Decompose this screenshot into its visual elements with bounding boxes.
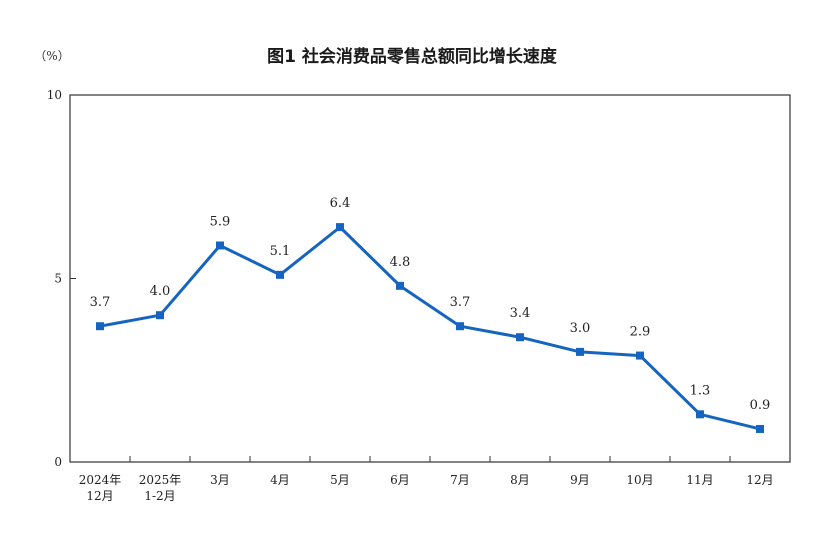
data-point: [756, 424, 764, 433]
data-label: 3.4: [510, 306, 531, 321]
data-label: 1.3: [690, 383, 711, 398]
data-label: 5.1: [270, 244, 291, 259]
data-point: [456, 322, 464, 331]
data-label: 6.4: [330, 196, 351, 211]
data-point: [96, 322, 104, 331]
x-tick-label: 7月: [450, 473, 470, 487]
data-point: [576, 347, 584, 356]
x-tick-label: 12月: [86, 489, 113, 503]
data-label: 2.9: [630, 325, 651, 340]
series-markers: [96, 223, 764, 433]
y-tick-label: 0: [54, 455, 62, 469]
x-tick-label: 9月: [570, 473, 590, 487]
data-label: 4.8: [390, 255, 411, 270]
x-tick-label: 8月: [510, 473, 530, 487]
data-label: 5.9: [210, 214, 231, 229]
data-point: [336, 223, 344, 232]
y-axis-unit: （%）: [34, 49, 69, 63]
data-labels: 3.7 4.0 5.9 5.1 6.4 4.8 3.7 3.4 3.0 2.9 1.3 0.9: [90, 196, 771, 413]
chart-title: 图1 社会消费品零售总额同比增长速度: [267, 46, 558, 67]
y-axis: 0 5 10: [47, 88, 76, 469]
x-tick-label: 1-2月: [144, 489, 175, 503]
x-tick-label: 10月: [626, 473, 653, 487]
x-axis: 2024年 12月 2025年 1-2月 3月 4月 5月 6月 7月 8月 9月 10月 11月 12月: [79, 456, 774, 503]
x-tick-label: 5月: [330, 473, 350, 487]
y-tick-label: 5: [54, 272, 62, 286]
data-point: [696, 410, 704, 419]
data-point: [156, 311, 164, 320]
data-point: [396, 281, 404, 290]
data-point: [516, 333, 524, 342]
x-tick-label: 3月: [210, 473, 230, 487]
x-tick-label: 4月: [270, 473, 290, 487]
y-tick-label: 10: [47, 88, 62, 102]
data-point: [636, 351, 644, 360]
data-label: 0.9: [750, 398, 771, 413]
x-tick-label: 12月: [746, 473, 773, 487]
x-tick-label: 11月: [686, 473, 713, 487]
x-tick-label: 6月: [390, 473, 410, 487]
x-tick-label: 2025年: [139, 473, 182, 487]
x-tick-label: 2024年: [79, 473, 122, 487]
data-point: [276, 270, 284, 279]
data-label: 3.7: [90, 295, 111, 310]
data-label: 4.0: [150, 284, 171, 299]
data-point: [216, 241, 224, 250]
series-line: [99, 225, 761, 431]
data-label: 3.7: [450, 295, 471, 310]
plot-frame: [69, 94, 791, 463]
data-label: 3.0: [570, 321, 591, 336]
